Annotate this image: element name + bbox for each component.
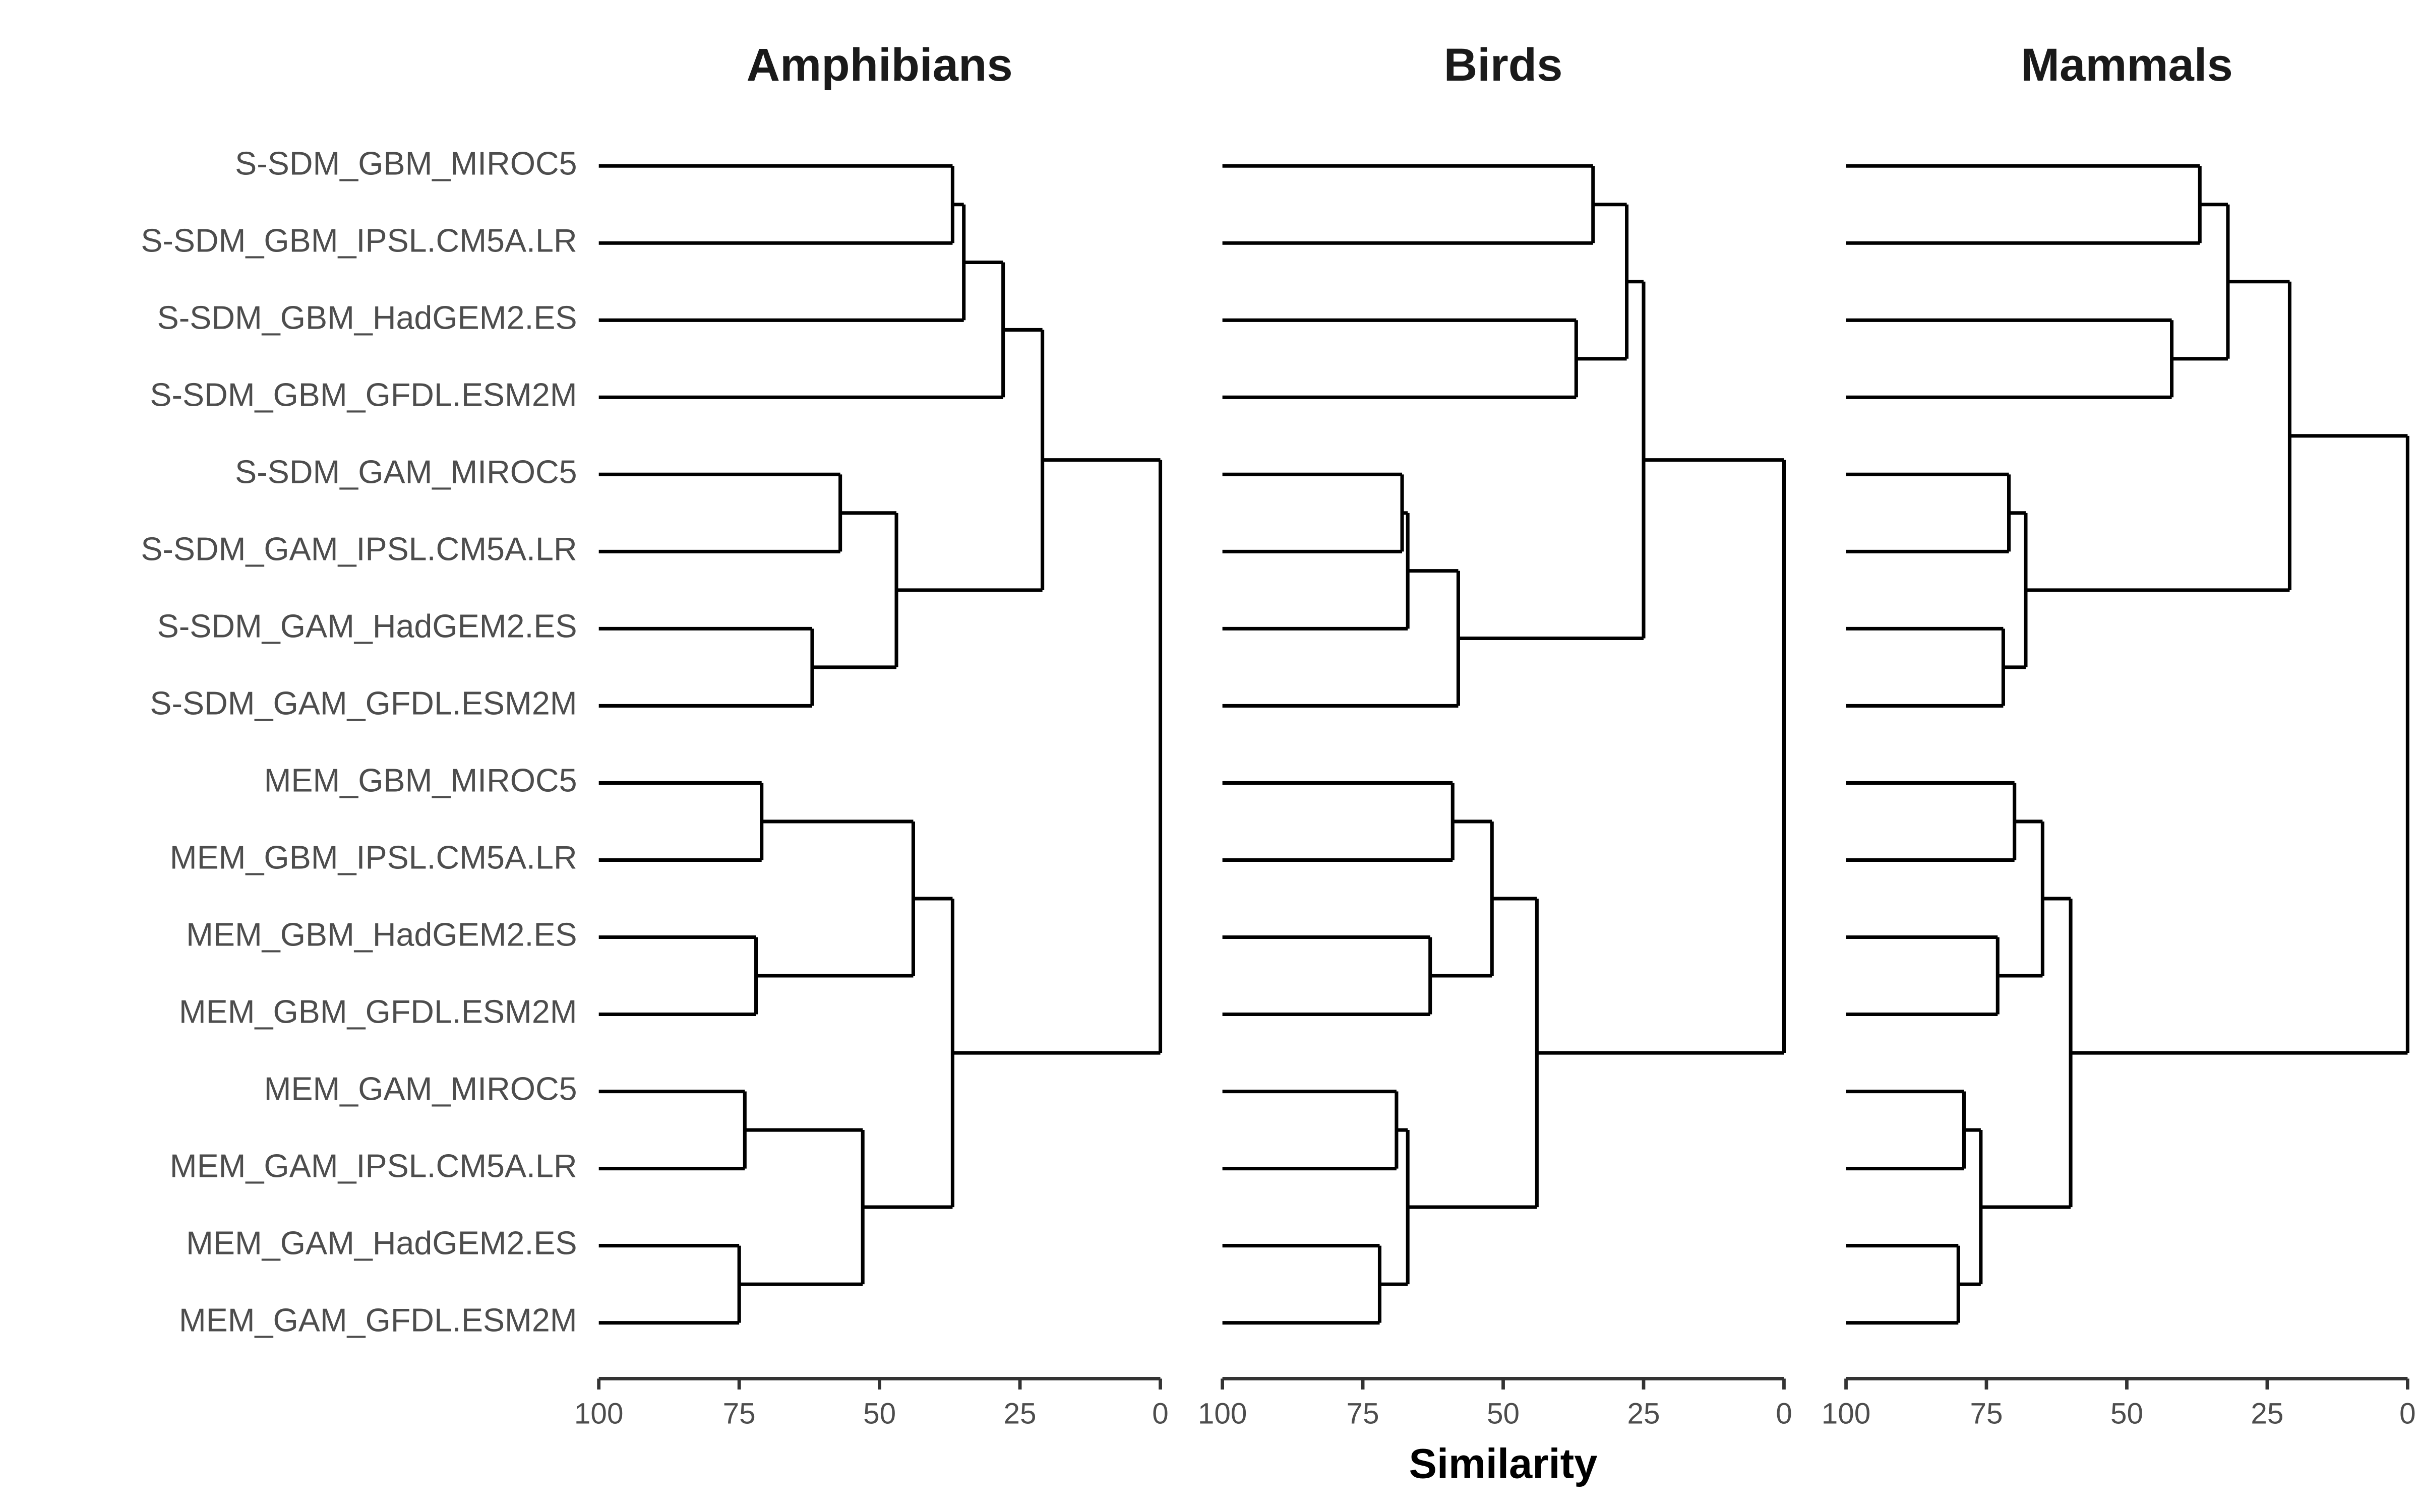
leaf-label: MEM_GBM_GFDL.ESM2M — [179, 994, 577, 1030]
panel-title: Birds — [1444, 38, 1563, 91]
x-tick-label: 0 — [1152, 1398, 1169, 1430]
leaf-label: MEM_GBM_HadGEM2.ES — [186, 917, 577, 953]
x-tick-label: 75 — [1970, 1398, 2003, 1430]
leaf-label: S-SDM_GBM_IPSL.CM5A.LR — [141, 222, 577, 259]
leaf-label: MEM_GBM_MIROC5 — [264, 762, 577, 798]
x-tick-label: 100 — [1822, 1398, 1871, 1430]
x-axis-title: Similarity — [1409, 1440, 1598, 1487]
x-tick-label: 75 — [723, 1398, 756, 1430]
x-tick-label: 25 — [1004, 1398, 1037, 1430]
x-tick-label: 100 — [1198, 1398, 1247, 1430]
x-tick-label: 50 — [1487, 1398, 1520, 1430]
leaf-label: MEM_GAM_HadGEM2.ES — [186, 1225, 577, 1262]
x-tick-label: 100 — [574, 1398, 624, 1430]
x-tick-label: 0 — [2399, 1398, 2416, 1430]
leaf-label: S-SDM_GBM_GFDL.ESM2M — [150, 376, 577, 413]
x-tick-label: 0 — [1776, 1398, 1792, 1430]
leaf-label: MEM_GBM_IPSL.CM5A.LR — [170, 840, 577, 876]
x-tick-label: 75 — [1347, 1398, 1379, 1430]
leaf-label: S-SDM_GAM_HadGEM2.ES — [157, 608, 577, 644]
panel-title: Amphibians — [747, 38, 1013, 91]
x-tick-label: 25 — [1627, 1398, 1660, 1430]
x-tick-label: 25 — [2251, 1398, 2283, 1430]
leaf-label: MEM_GAM_IPSL.CM5A.LR — [170, 1148, 577, 1184]
x-tick-label: 50 — [863, 1398, 896, 1430]
x-tick-label: 50 — [2110, 1398, 2143, 1430]
leaf-label: S-SDM_GAM_IPSL.CM5A.LR — [141, 531, 577, 567]
leaf-label: MEM_GAM_MIROC5 — [264, 1071, 577, 1107]
leaf-label: MEM_GAM_GFDL.ESM2M — [179, 1302, 577, 1339]
panel-title: Mammals — [2021, 38, 2233, 91]
leaf-label: S-SDM_GBM_HadGEM2.ES — [157, 299, 577, 336]
leaf-label: S-SDM_GBM_MIROC5 — [235, 145, 577, 181]
leaf-label: S-SDM_GAM_GFDL.ESM2M — [150, 685, 577, 721]
leaf-label: S-SDM_GAM_MIROC5 — [235, 454, 577, 490]
